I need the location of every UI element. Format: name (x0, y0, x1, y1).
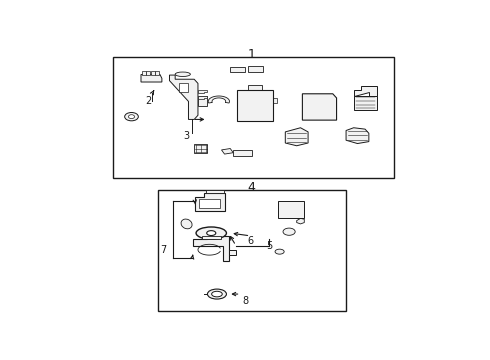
Polygon shape (198, 96, 207, 105)
Bar (278, 202, 304, 217)
Polygon shape (198, 90, 207, 93)
Text: 2: 2 (146, 96, 152, 107)
Polygon shape (170, 75, 198, 120)
Bar (194, 144, 207, 153)
Polygon shape (179, 84, 189, 92)
Ellipse shape (181, 219, 192, 229)
Text: 3: 3 (183, 131, 190, 141)
Polygon shape (346, 128, 369, 144)
Ellipse shape (212, 291, 222, 297)
Text: 5: 5 (266, 241, 272, 251)
Ellipse shape (283, 228, 295, 235)
Ellipse shape (207, 289, 226, 299)
Polygon shape (198, 96, 207, 99)
Polygon shape (195, 193, 225, 211)
Polygon shape (285, 128, 308, 146)
Polygon shape (147, 71, 150, 75)
Ellipse shape (275, 249, 284, 254)
Polygon shape (221, 149, 233, 154)
Bar (248, 66, 263, 72)
Bar (113, 57, 393, 177)
Polygon shape (248, 85, 262, 90)
Text: 4: 4 (247, 181, 255, 194)
Bar (230, 67, 245, 72)
Bar (237, 90, 273, 121)
Polygon shape (297, 219, 304, 224)
Ellipse shape (196, 227, 226, 239)
Polygon shape (193, 237, 229, 261)
Bar (158, 190, 346, 311)
Text: 1: 1 (247, 48, 255, 61)
Text: 6: 6 (247, 236, 253, 246)
Polygon shape (354, 96, 377, 110)
Polygon shape (302, 94, 337, 120)
Text: 7: 7 (160, 245, 166, 255)
Bar (233, 150, 252, 156)
Polygon shape (354, 86, 377, 96)
Ellipse shape (207, 231, 216, 235)
Bar (273, 98, 277, 103)
Bar (199, 199, 220, 208)
Ellipse shape (175, 72, 190, 76)
Polygon shape (142, 71, 146, 75)
Bar (202, 236, 220, 239)
Text: 8: 8 (243, 296, 249, 306)
Polygon shape (151, 71, 155, 75)
Bar (229, 250, 236, 255)
Ellipse shape (128, 115, 135, 118)
Polygon shape (208, 96, 229, 103)
Polygon shape (141, 75, 162, 82)
Polygon shape (155, 71, 159, 75)
Polygon shape (206, 190, 224, 193)
Ellipse shape (124, 112, 138, 121)
